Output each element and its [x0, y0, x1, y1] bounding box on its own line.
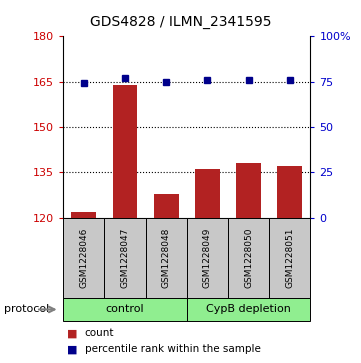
Bar: [236, 163, 261, 218]
Text: percentile rank within the sample: percentile rank within the sample: [85, 344, 261, 354]
Bar: [269, 218, 310, 298]
Text: control: control: [106, 305, 144, 314]
Text: GSM1228050: GSM1228050: [244, 228, 253, 288]
Text: count: count: [85, 328, 114, 338]
Bar: [187, 298, 310, 321]
Text: ■: ■: [67, 344, 77, 354]
Bar: [104, 218, 145, 298]
Text: GSM1228047: GSM1228047: [121, 228, 130, 288]
Bar: [154, 193, 179, 218]
Bar: [71, 212, 96, 218]
Bar: [145, 218, 187, 298]
Text: protocol: protocol: [4, 305, 49, 314]
Bar: [195, 170, 220, 218]
Bar: [278, 166, 302, 218]
Text: GSM1228049: GSM1228049: [203, 228, 212, 288]
Bar: [228, 218, 269, 298]
Text: ■: ■: [67, 328, 77, 338]
Bar: [63, 298, 187, 321]
Bar: [113, 85, 137, 218]
Bar: [187, 218, 228, 298]
Text: CypB depletion: CypB depletion: [206, 305, 291, 314]
Text: GSM1228051: GSM1228051: [285, 228, 294, 288]
Text: GDS4828 / ILMN_2341595: GDS4828 / ILMN_2341595: [90, 15, 271, 29]
Text: GSM1228046: GSM1228046: [79, 228, 88, 288]
Bar: [63, 218, 104, 298]
Text: GSM1228048: GSM1228048: [162, 228, 171, 288]
